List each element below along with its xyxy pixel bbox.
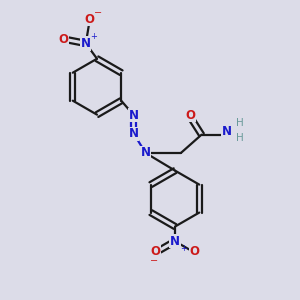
- Text: −: −: [150, 256, 158, 266]
- Text: H: H: [236, 118, 244, 128]
- Text: H: H: [236, 133, 244, 142]
- Text: O: O: [85, 13, 94, 26]
- Text: +: +: [180, 244, 187, 253]
- Text: N: N: [170, 235, 180, 248]
- Text: +: +: [91, 32, 98, 41]
- Text: −: −: [94, 8, 103, 18]
- Text: N: N: [222, 125, 232, 138]
- Text: N: N: [129, 127, 139, 140]
- Text: O: O: [150, 245, 160, 258]
- Text: O: O: [186, 109, 196, 122]
- Text: N: N: [129, 109, 139, 122]
- Text: O: O: [58, 33, 68, 46]
- Text: N: N: [81, 37, 91, 50]
- Text: O: O: [190, 245, 200, 258]
- Text: N: N: [141, 146, 151, 159]
